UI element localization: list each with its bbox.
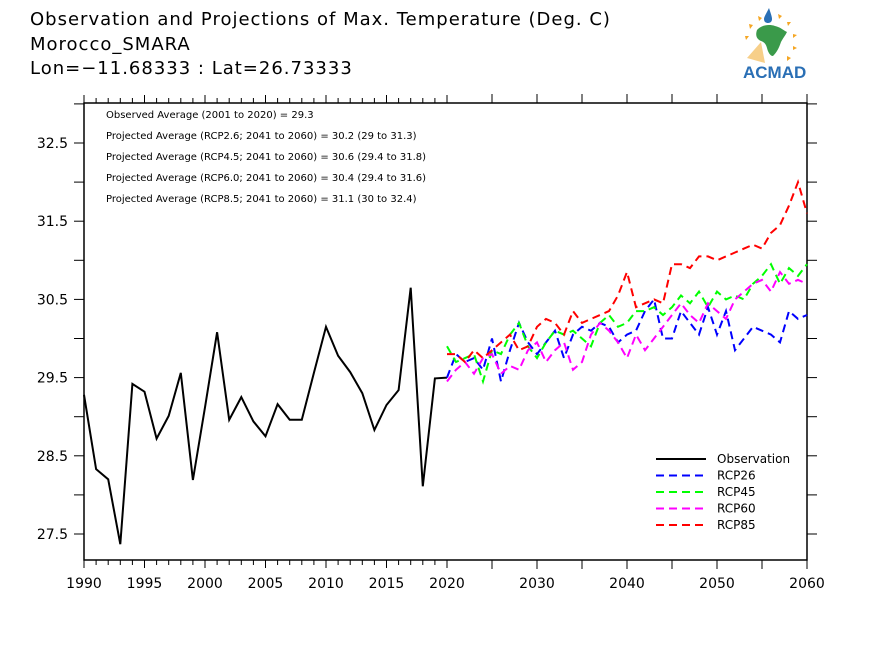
legend-label-rcp60: RCP60	[717, 502, 756, 516]
legend-label-observation: Observation	[717, 452, 790, 466]
y-tick-label: 28.5	[37, 449, 68, 465]
y-tick-label: 27.5	[37, 527, 68, 543]
annotation-text: Projected Average (RCP2.6; 2041 to 2060)…	[106, 131, 417, 142]
x-tick-label: 2010	[308, 576, 344, 592]
x-tick-label: 2000	[187, 576, 223, 592]
x-tick-label: 2030	[519, 576, 555, 592]
series-line-rcp45	[446, 262, 808, 385]
legend-label-rcp85: RCP85	[717, 518, 756, 532]
acmad-logo-text: ACMAD	[743, 63, 807, 82]
x-tick-label: 1995	[127, 576, 163, 592]
series-line-rcp26	[446, 297, 808, 382]
x-tick-label: 1990	[66, 576, 102, 592]
series-line-observation	[83, 287, 448, 545]
y-tick-label: 30.5	[37, 292, 68, 308]
y-tick-label: 32.5	[37, 136, 68, 152]
x-tick-label: 2050	[699, 576, 735, 592]
sun-rays-icon	[745, 14, 797, 61]
y-tick-label: 31.5	[37, 214, 68, 230]
africa-sun-icon	[745, 8, 797, 63]
legend-label-rcp45: RCP45	[717, 485, 756, 499]
chart-title: Observation and Projections of Max. Temp…	[30, 9, 611, 30]
africa-icon	[756, 25, 787, 56]
x-tick-label: 2005	[248, 576, 284, 592]
plot-frame	[83, 102, 808, 561]
x-tick-label: 2015	[369, 576, 405, 592]
acmad-logo: ACMAD	[735, 8, 825, 86]
station-name: Morocco_SMARA	[30, 34, 191, 55]
station-coordinates: Lon=−11.68333 : Lat=26.73333	[30, 58, 353, 79]
annotation-text: Projected Average (RCP4.5; 2041 to 2060)…	[106, 152, 426, 163]
x-tick-label: 2040	[609, 576, 645, 592]
x-tick-label: 2060	[789, 576, 825, 592]
legend-label-rcp26: RCP26	[717, 469, 756, 483]
y-tick-label: 29.5	[37, 371, 68, 387]
annotation-text: Projected Average (RCP8.5; 2041 to 2060)…	[106, 194, 417, 205]
series-line-rcp60	[446, 270, 808, 383]
annotation-text: Observed Average (2001 to 2020) = 29.3	[106, 110, 314, 121]
sun-fan-icon	[747, 42, 765, 63]
series-line-rcp85	[447, 178, 808, 364]
annotation-text: Projected Average (RCP6.0; 2041 to 2060)…	[106, 173, 426, 184]
water-drop-icon	[764, 8, 772, 23]
x-tick-label: 2020	[429, 576, 465, 592]
